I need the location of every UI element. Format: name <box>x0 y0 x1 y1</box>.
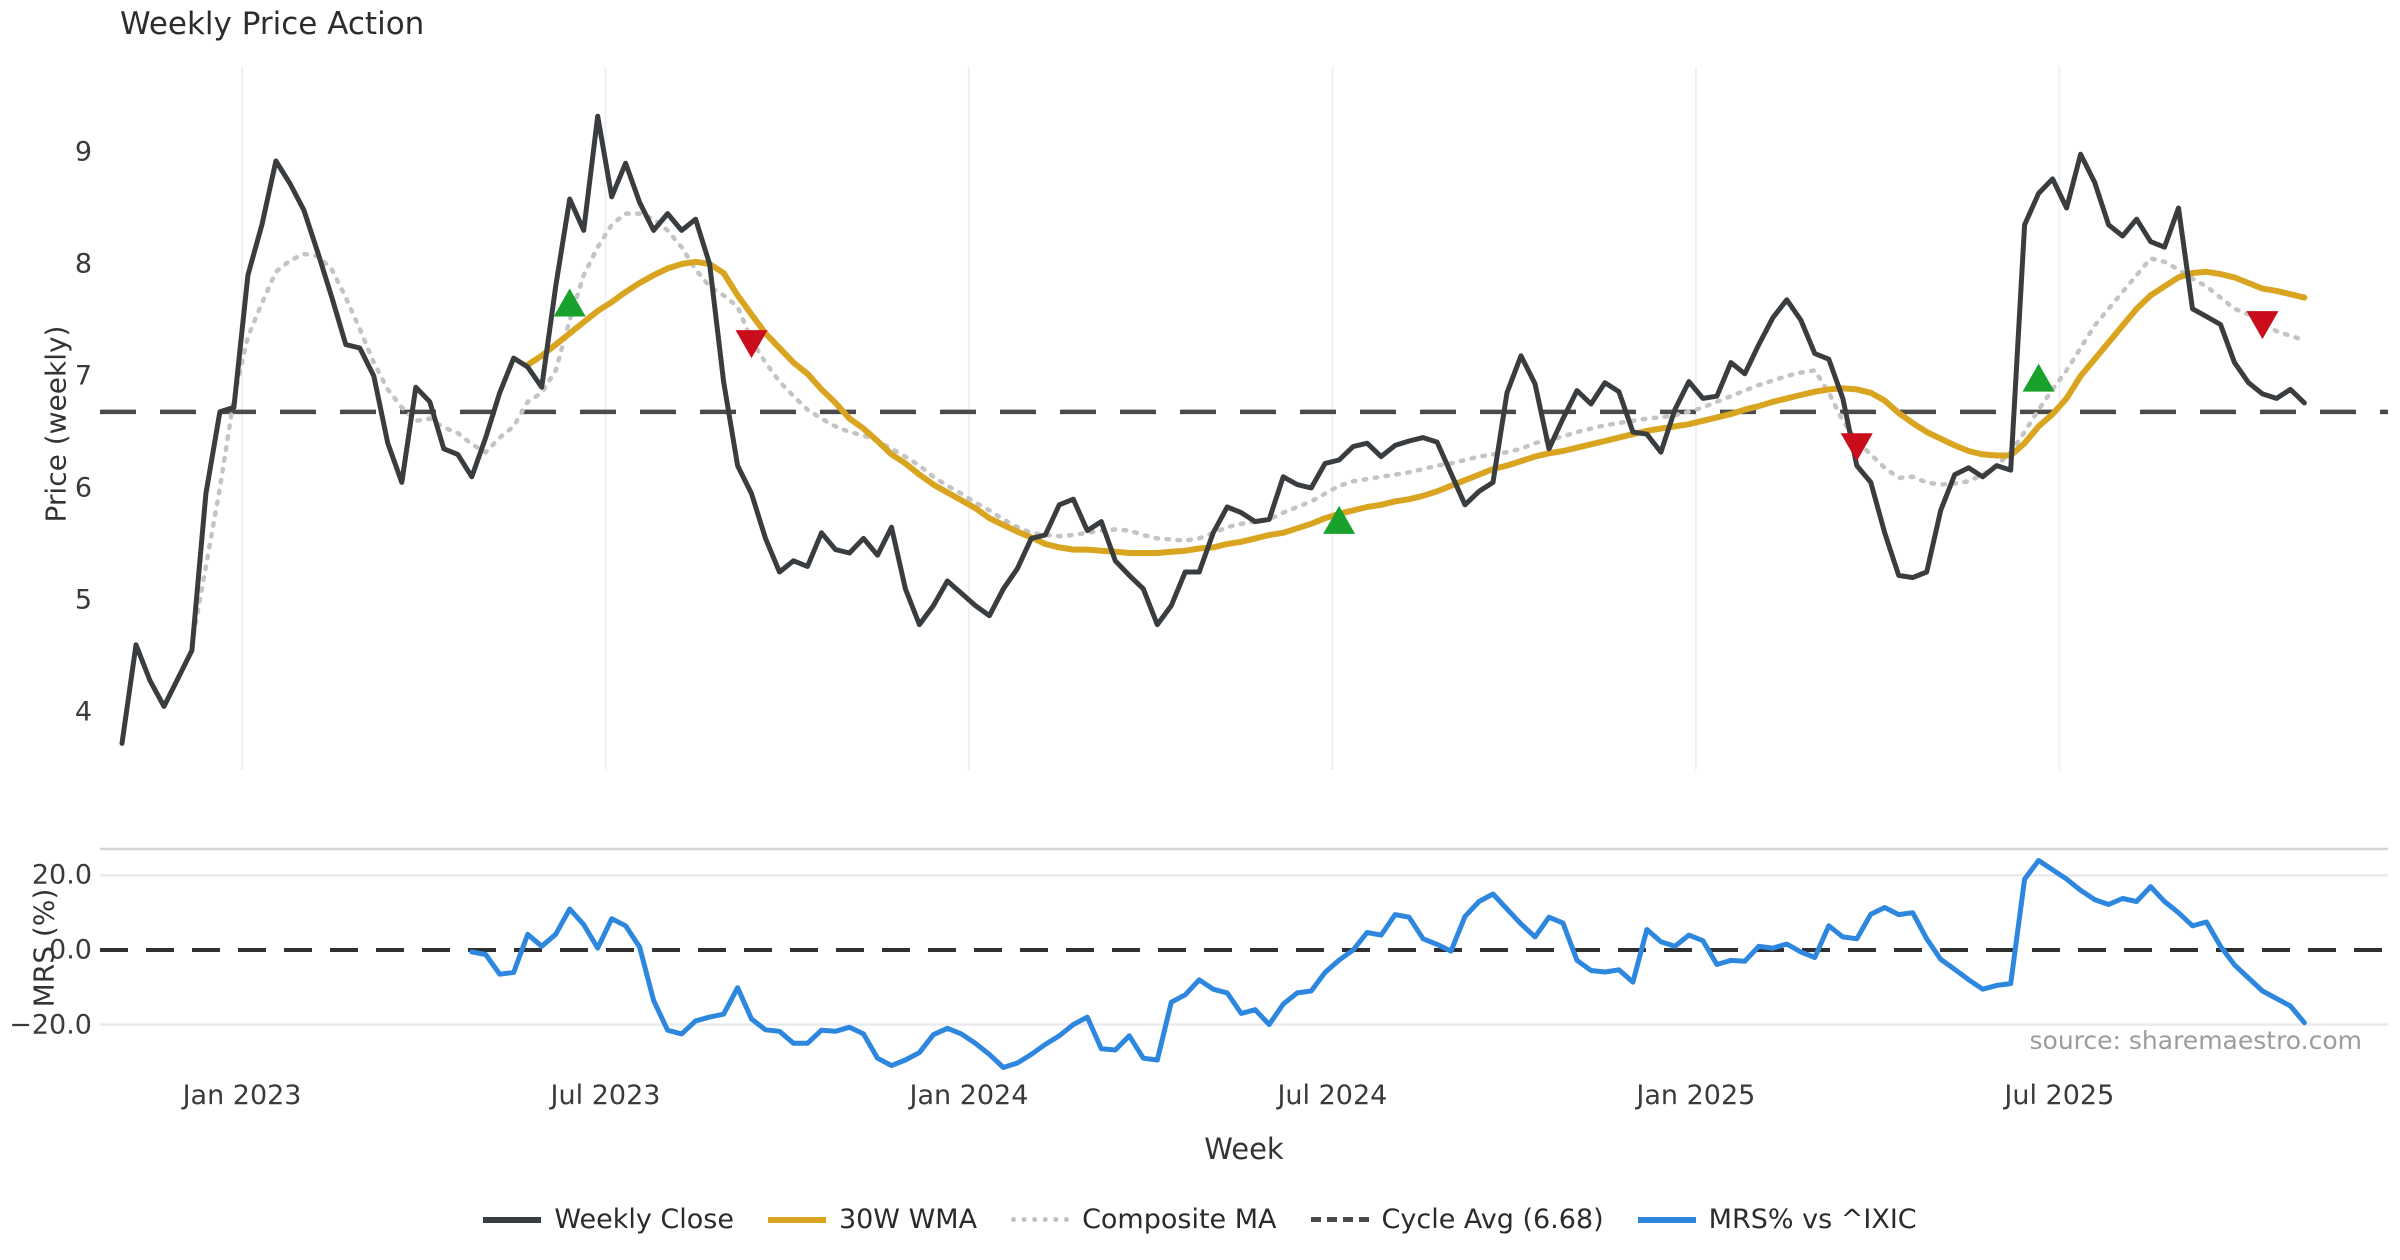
price-tick-label: 5 <box>74 584 92 616</box>
legend-swatch-icon <box>483 1216 542 1223</box>
legend-item: Composite MA <box>1011 1204 1277 1235</box>
mrs-tick-label: 20.0 <box>31 859 92 891</box>
mrs-tick-label: −20.0 <box>9 1009 92 1041</box>
legend-item: Cycle Avg (6.68) <box>1310 1204 1604 1235</box>
legend-label: Composite MA <box>1082 1204 1277 1235</box>
price-tick-label: 8 <box>74 248 92 280</box>
legend-label: MRS% vs ^IXIC <box>1708 1204 1917 1235</box>
buy-signal-marker <box>1323 505 1356 534</box>
legend-swatch-icon <box>1011 1217 1070 1222</box>
week-tick-label: Jan 2024 <box>909 1080 1029 1111</box>
chart-title: Weekly Price Action <box>120 6 425 42</box>
legend-label: 30W WMA <box>838 1204 978 1235</box>
sell-signal-marker <box>735 330 768 359</box>
price-tick-label: 9 <box>74 136 92 168</box>
legend: Weekly Close 30W WMA Composite MA Cycle Avg… <box>0 1204 2400 1235</box>
legend-swatch-icon <box>1637 1216 1696 1223</box>
wma30-line <box>524 258 2308 556</box>
mrs-tick-label: 0.0 <box>49 934 92 966</box>
source-credit: source: sharemaestro.com <box>2029 1026 2363 1055</box>
week-tick-label: Jan 2023 <box>182 1080 302 1111</box>
legend-swatch-icon <box>1310 1217 1369 1222</box>
week-tick-label: Jul 2025 <box>2004 1080 2115 1111</box>
weekly-close-line <box>119 113 2307 746</box>
legend-item: MRS% vs ^IXIC <box>1637 1204 1917 1235</box>
week-tick-label: Jul 2023 <box>550 1080 661 1111</box>
week-tick-label: Jul 2024 <box>1277 1080 1388 1111</box>
mrs-line <box>469 858 2307 1070</box>
buy-signal-marker <box>2022 363 2055 392</box>
price-tick-label: 7 <box>74 360 92 392</box>
sell-signal-marker <box>2246 311 2279 340</box>
legend-item: Weekly Close <box>483 1204 734 1235</box>
legend-swatch-icon <box>767 1216 826 1223</box>
legend-item: 30W WMA <box>767 1204 978 1235</box>
buy-signal-marker <box>553 288 586 317</box>
week-tick-label: Jan 2025 <box>1636 1080 1756 1111</box>
price-tick-label: 6 <box>74 472 92 504</box>
price-tick-label: 4 <box>74 696 92 728</box>
week-axis-label: Week <box>1204 1132 1284 1166</box>
legend-label: Weekly Close <box>554 1204 734 1235</box>
sell-signal-marker <box>1840 433 1873 462</box>
legend-label: Cycle Avg (6.68) <box>1381 1204 1604 1235</box>
composite-ma-line <box>189 211 2307 648</box>
